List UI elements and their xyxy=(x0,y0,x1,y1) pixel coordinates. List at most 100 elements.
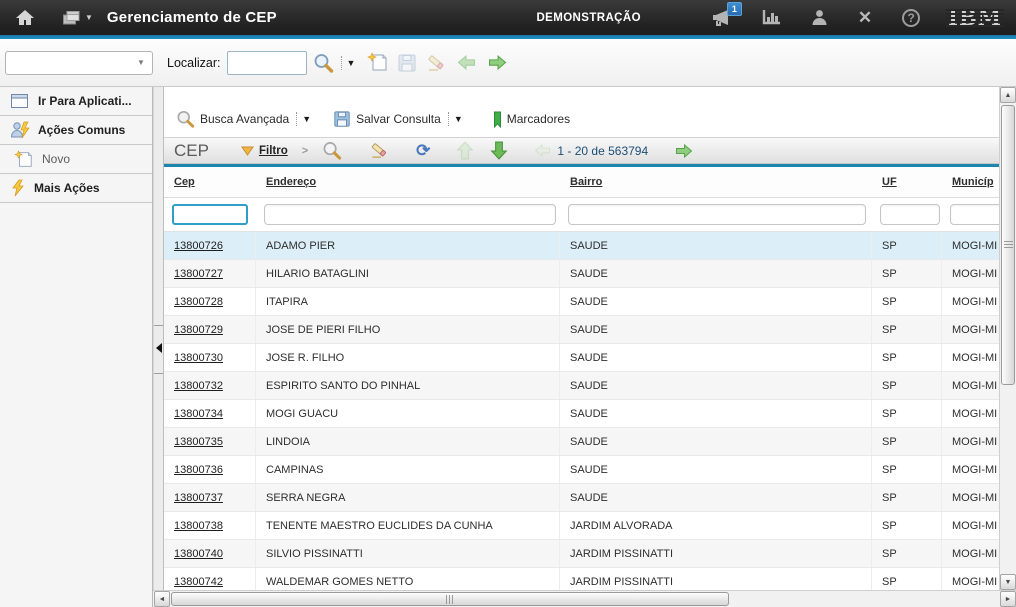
search-options-caret[interactable]: ▼ xyxy=(347,58,356,68)
cep-link[interactable]: 13800727 xyxy=(174,268,223,280)
topbar-right: DEMONSTRAÇÃO 1 xyxy=(536,5,1016,30)
table-row[interactable]: 13800726 ADAMO PIER SAUDE SP MOGI-MI xyxy=(164,232,999,260)
main-content: Busca Avançada ▼ Salvar Consulta ▼ xyxy=(164,87,999,590)
cep-link[interactable]: 13800742 xyxy=(174,576,223,588)
uf-cell: SP xyxy=(872,540,942,567)
uf-cell: SP xyxy=(872,456,942,483)
horizontal-scrollbar-thumb[interactable] xyxy=(171,592,729,606)
filter-input-municipio[interactable] xyxy=(950,204,999,225)
vertical-scrollbar[interactable]: ▲ ▼ xyxy=(999,87,1016,590)
previous-record-button[interactable] xyxy=(457,54,477,71)
reports-button[interactable] xyxy=(762,10,781,25)
column-header-cep[interactable]: Cep xyxy=(164,176,256,188)
filter-input-cep[interactable] xyxy=(172,204,248,225)
refresh-button[interactable]: ⟳ xyxy=(416,141,430,161)
sidebar: Ir Para Aplicati... Ações Comuns Novo xyxy=(0,87,153,607)
announcements-button[interactable]: 1 xyxy=(711,9,732,26)
home-button[interactable] xyxy=(12,9,38,26)
advanced-search-caret[interactable]: ▼ xyxy=(302,114,311,124)
scroll-up-button[interactable]: ▲ xyxy=(1000,87,1016,103)
cep-link[interactable]: 13800740 xyxy=(174,548,223,560)
table-row[interactable]: 13800738 TENENTE MAESTRO EUCLIDES DA CUN… xyxy=(164,512,999,540)
column-header-uf[interactable]: UF xyxy=(872,176,942,188)
horizontal-scrollbar[interactable]: ◄ ► xyxy=(153,590,1016,607)
filter-link[interactable]: Filtro xyxy=(259,145,288,157)
save-icon xyxy=(397,53,417,73)
cep-link[interactable]: 13800735 xyxy=(174,436,223,448)
next-page-button[interactable] xyxy=(674,143,693,159)
previous-page-button[interactable] xyxy=(534,143,552,158)
arrow-left-icon xyxy=(534,143,552,158)
table-row[interactable]: 13800742 WALDEMAR GOMES NETTO JARDIM PIS… xyxy=(164,568,999,590)
move-up-button[interactable] xyxy=(456,141,474,160)
table-row[interactable]: 13800734 MOGI GUACU SAUDE SP MOGI-MI xyxy=(164,400,999,428)
next-record-button[interactable] xyxy=(487,54,507,71)
bairro-cell: SAUDE xyxy=(560,288,872,315)
filter-input-uf[interactable] xyxy=(880,204,940,225)
bookmarks-button[interactable]: Marcadores xyxy=(493,111,570,128)
table-row[interactable]: 13800737 SERRA NEGRA SAUDE SP MOGI-MI xyxy=(164,484,999,512)
table-row[interactable]: 13800735 LINDOIA SAUDE SP MOGI-MI xyxy=(164,428,999,456)
search-button[interactable] xyxy=(313,53,334,73)
sidebar-item-label: Ir Para Aplicati... xyxy=(38,94,132,108)
bookmarks-label: Marcadores xyxy=(507,112,570,126)
collapse-sidebar-icon[interactable] xyxy=(156,343,162,353)
new-record-button[interactable] xyxy=(367,52,389,73)
table-filter-row xyxy=(164,198,999,232)
table-row[interactable]: 13800728 ITAPIRA SAUDE SP MOGI-MI xyxy=(164,288,999,316)
column-header-municipio[interactable]: Municíp xyxy=(942,176,999,188)
chevron-right-icon: > xyxy=(302,145,308,157)
arrow-up-icon xyxy=(456,141,474,160)
cep-link[interactable]: 13800728 xyxy=(174,296,223,308)
table-row[interactable]: 13800736 CAMPINAS SAUDE SP MOGI-MI xyxy=(164,456,999,484)
save-query-caret[interactable]: ▼ xyxy=(454,114,463,124)
cep-link[interactable]: 13800737 xyxy=(174,492,223,504)
column-header-bairro[interactable]: Bairro xyxy=(560,176,872,188)
sidebar-item-go-to-application[interactable]: Ir Para Aplicati... xyxy=(0,87,152,116)
table-row[interactable]: 13800729 JOSE DE PIERI FILHO SAUDE SP MO… xyxy=(164,316,999,344)
filter-input-endereco[interactable] xyxy=(264,204,556,225)
scroll-right-icon: ► xyxy=(1005,596,1012,603)
scroll-down-button[interactable]: ▼ xyxy=(1000,574,1016,590)
sidebar-item-more-actions[interactable]: Mais Ações xyxy=(0,174,152,203)
cep-link[interactable]: 13800736 xyxy=(174,464,223,476)
bairro-cell: SAUDE xyxy=(560,260,872,287)
scroll-right-button[interactable]: ► xyxy=(1000,591,1016,607)
table-row[interactable]: 13800727 HILARIO BATAGLINI SAUDE SP MOGI… xyxy=(164,260,999,288)
application-combobox[interactable]: ▼ xyxy=(5,51,153,75)
filter-input-bairro[interactable] xyxy=(568,204,866,225)
cep-link[interactable]: 13800726 xyxy=(174,240,223,252)
uf-cell: SP xyxy=(872,344,942,371)
sidebar-splitter[interactable] xyxy=(153,87,164,590)
table-row[interactable]: 13800732 ESPIRITO SANTO DO PINHAL SAUDE … xyxy=(164,372,999,400)
bairro-cell: SAUDE xyxy=(560,428,872,455)
endereco-cell: LINDOIA xyxy=(256,428,560,455)
filter-icon[interactable] xyxy=(241,146,254,156)
save-query-button[interactable]: Salvar Consulta ▼ xyxy=(333,110,463,128)
move-down-button[interactable] xyxy=(490,141,508,160)
vertical-scrollbar-thumb[interactable] xyxy=(1001,105,1015,385)
save-button[interactable] xyxy=(397,53,417,73)
clear-changes-button[interactable] xyxy=(425,53,447,73)
cep-link[interactable]: 13800732 xyxy=(174,380,223,392)
localizar-input[interactable] xyxy=(227,51,307,75)
cep-link[interactable]: 13800734 xyxy=(174,408,223,420)
sidebar-item-common-actions[interactable]: Ações Comuns xyxy=(0,116,152,145)
advanced-search-button[interactable]: Busca Avançada ▼ xyxy=(176,110,311,128)
table-title: CEP xyxy=(174,141,209,161)
scroll-left-button[interactable]: ◄ xyxy=(154,591,170,607)
sidebar-item-novo[interactable]: Novo xyxy=(0,145,152,174)
help-button[interactable]: ? xyxy=(902,9,920,27)
cep-link[interactable]: 13800738 xyxy=(174,520,223,532)
cep-link[interactable]: 13800730 xyxy=(174,352,223,364)
arrow-right-icon xyxy=(674,143,693,159)
table-clear-button[interactable] xyxy=(368,141,390,160)
column-header-endereco[interactable]: Endereço xyxy=(256,176,560,188)
table-row[interactable]: 13800730 JOSE R. FILHO SAUDE SP MOGI-MI xyxy=(164,344,999,372)
profile-button[interactable] xyxy=(811,9,828,26)
cep-link[interactable]: 13800729 xyxy=(174,324,223,336)
app-menu-button[interactable]: ▼ xyxy=(62,10,93,26)
table-row[interactable]: 13800740 SILVIO PISSINATTI JARDIM PISSIN… xyxy=(164,540,999,568)
table-search-button[interactable] xyxy=(322,141,342,160)
logout-button[interactable]: ✕ xyxy=(858,8,872,28)
